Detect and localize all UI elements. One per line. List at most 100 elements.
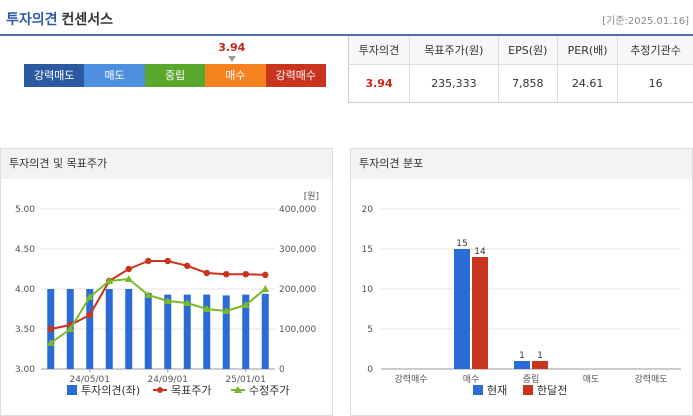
panel-title: 투자의견 및 목표주가 bbox=[1, 149, 332, 179]
title-main: 투자의견 bbox=[6, 12, 58, 28]
x-tick-label: 매수 bbox=[463, 374, 480, 385]
title-sub: 컨센서스 bbox=[61, 12, 114, 28]
target-price-point bbox=[47, 325, 54, 333]
adjusted-price-point bbox=[46, 339, 55, 346]
table-header-cell: 목표주가(원) bbox=[409, 36, 499, 65]
opinion-segment: 매수 bbox=[205, 64, 266, 87]
legend-current-icon bbox=[473, 385, 483, 395]
opinion-marker-icon bbox=[227, 56, 236, 62]
consensus-table-row: 3.94 235,333 7,858 24.61 16 bbox=[347, 64, 693, 103]
opinion-bar bbox=[261, 293, 269, 369]
unit-label: [원] bbox=[304, 191, 319, 202]
opinion-target-panel: 투자의견 및 목표주가 5.00 4.50 4.00 3.50 3.00 400,000 3… bbox=[0, 148, 333, 416]
table-cell: 235,333 bbox=[409, 64, 499, 103]
adjusted-price-point bbox=[222, 307, 231, 314]
target-price-point bbox=[242, 271, 249, 278]
bar-value-label: 14 bbox=[474, 247, 486, 257]
y-right-tick: 400,000 bbox=[279, 205, 316, 215]
month-ago-bar bbox=[532, 361, 548, 369]
y-right-tick: 200,000 bbox=[279, 285, 316, 295]
x-tick-label: 강력매도 bbox=[634, 373, 667, 385]
opinion-segment: 강력매수 bbox=[265, 64, 326, 87]
target-price-point bbox=[145, 257, 152, 265]
table-cell: 7,858 bbox=[497, 64, 558, 103]
month-ago-bar bbox=[472, 257, 488, 369]
target-price-point bbox=[86, 311, 93, 319]
opinion-bar bbox=[164, 294, 172, 369]
y-tick: 10 bbox=[362, 285, 374, 295]
y-left-tick: 3.50 bbox=[15, 325, 35, 335]
table-header-cell: EPS(원) bbox=[497, 36, 558, 65]
adjusted-price-point bbox=[241, 301, 250, 308]
opinion-bar bbox=[242, 294, 250, 369]
y-left-tick: 4.00 bbox=[15, 285, 35, 295]
opinion-bar bbox=[203, 294, 211, 369]
y-tick: 20 bbox=[362, 205, 374, 215]
x-tick-label: 매도 bbox=[583, 374, 600, 385]
opinion-value: 3.94 bbox=[218, 41, 246, 54]
legend-month-ago-icon bbox=[523, 385, 533, 395]
target-price-point bbox=[125, 265, 132, 273]
adjusted-price-point bbox=[202, 305, 211, 312]
x-tick-label: 25/01/01 bbox=[226, 375, 266, 385]
opinion-bar bbox=[144, 293, 152, 369]
legend-label: 한달전 bbox=[537, 384, 567, 397]
opinion-segment: 중립 bbox=[144, 64, 206, 87]
legend-triangle-icon bbox=[234, 386, 242, 393]
adjusted-price-point bbox=[105, 277, 114, 284]
table-cell: 16 bbox=[617, 64, 693, 103]
table-cell: 24.61 bbox=[556, 64, 618, 103]
table-cell: 3.94 bbox=[347, 64, 410, 103]
target-price-point bbox=[223, 271, 230, 278]
legend-label: 목표주가 bbox=[171, 384, 211, 397]
x-tick-label: 강력매수 bbox=[394, 373, 427, 385]
current-bar bbox=[514, 361, 530, 369]
opinion-bar bbox=[105, 289, 113, 369]
legend-bar-icon bbox=[67, 385, 77, 395]
x-tick-label: 중립 bbox=[523, 374, 540, 385]
adjusted-price-point bbox=[183, 299, 192, 306]
y-tick: 15 bbox=[362, 245, 373, 255]
bar-value-label: 1 bbox=[519, 351, 525, 361]
target-price-point bbox=[262, 271, 269, 279]
consensus-table: 투자의견 목표주가(원) EPS(원) PER(배) 추정기관수 3.94 235,333… bbox=[347, 36, 693, 103]
x-tick-label: 24/09/01 bbox=[148, 375, 188, 385]
y-left-tick: 5.00 bbox=[15, 205, 35, 215]
opinion-segment: 매도 bbox=[84, 64, 145, 87]
bar-value-label: 15 bbox=[456, 239, 467, 249]
table-header-cell: PER(배) bbox=[556, 36, 618, 65]
y-right-tick: 100,000 bbox=[279, 325, 316, 335]
y-tick: 0 bbox=[367, 365, 373, 375]
y-left-tick: 4.50 bbox=[15, 245, 35, 255]
opinion-segment: 강력매도 bbox=[24, 64, 85, 87]
table-header-cell: 투자의견 bbox=[347, 36, 410, 65]
opinion-scale: 3.94 강력매도 매도 중립 매수 강력매수 bbox=[24, 40, 326, 88]
adjusted-price-point bbox=[124, 275, 133, 282]
section-title: 투자의견 컨센서스 bbox=[6, 9, 113, 29]
opinion-bar bbox=[183, 294, 191, 369]
bar-value-label: 1 bbox=[537, 351, 543, 361]
legend-label: 현재 bbox=[487, 384, 507, 397]
adjusted-price-point bbox=[85, 293, 94, 300]
legend-label: 투자의견(좌) bbox=[81, 384, 140, 397]
section-header: 투자의견 컨센서스 [기준:2025.01.16] bbox=[0, 0, 693, 36]
consensus-table-header: 투자의견 목표주가(원) EPS(원) PER(배) 추정기관수 bbox=[347, 36, 693, 65]
adjusted-price-point bbox=[66, 325, 75, 332]
legend-dot-icon bbox=[157, 387, 163, 393]
target-price-point bbox=[203, 269, 210, 277]
base-date: [기준:2025.01.16] bbox=[602, 16, 689, 27]
y-tick: 5 bbox=[367, 325, 373, 335]
adjusted-price-point bbox=[261, 285, 270, 292]
target-price-point bbox=[184, 262, 191, 269]
x-tick-label: 24/05/01 bbox=[70, 375, 110, 385]
adjusted-price-point bbox=[163, 297, 172, 304]
panel-title: 투자의견 분포 bbox=[351, 149, 692, 179]
adjusted-price-point bbox=[144, 291, 153, 298]
y-right-tick: 0 bbox=[279, 365, 285, 375]
y-left-tick: 3.00 bbox=[15, 365, 35, 375]
table-header-cell: 추정기관수 bbox=[617, 36, 693, 65]
opinion-bar bbox=[125, 289, 133, 369]
opinion-target-chart: 5.00 4.50 4.00 3.50 3.00 400,000 300,000 200,00… bbox=[15, 191, 319, 397]
